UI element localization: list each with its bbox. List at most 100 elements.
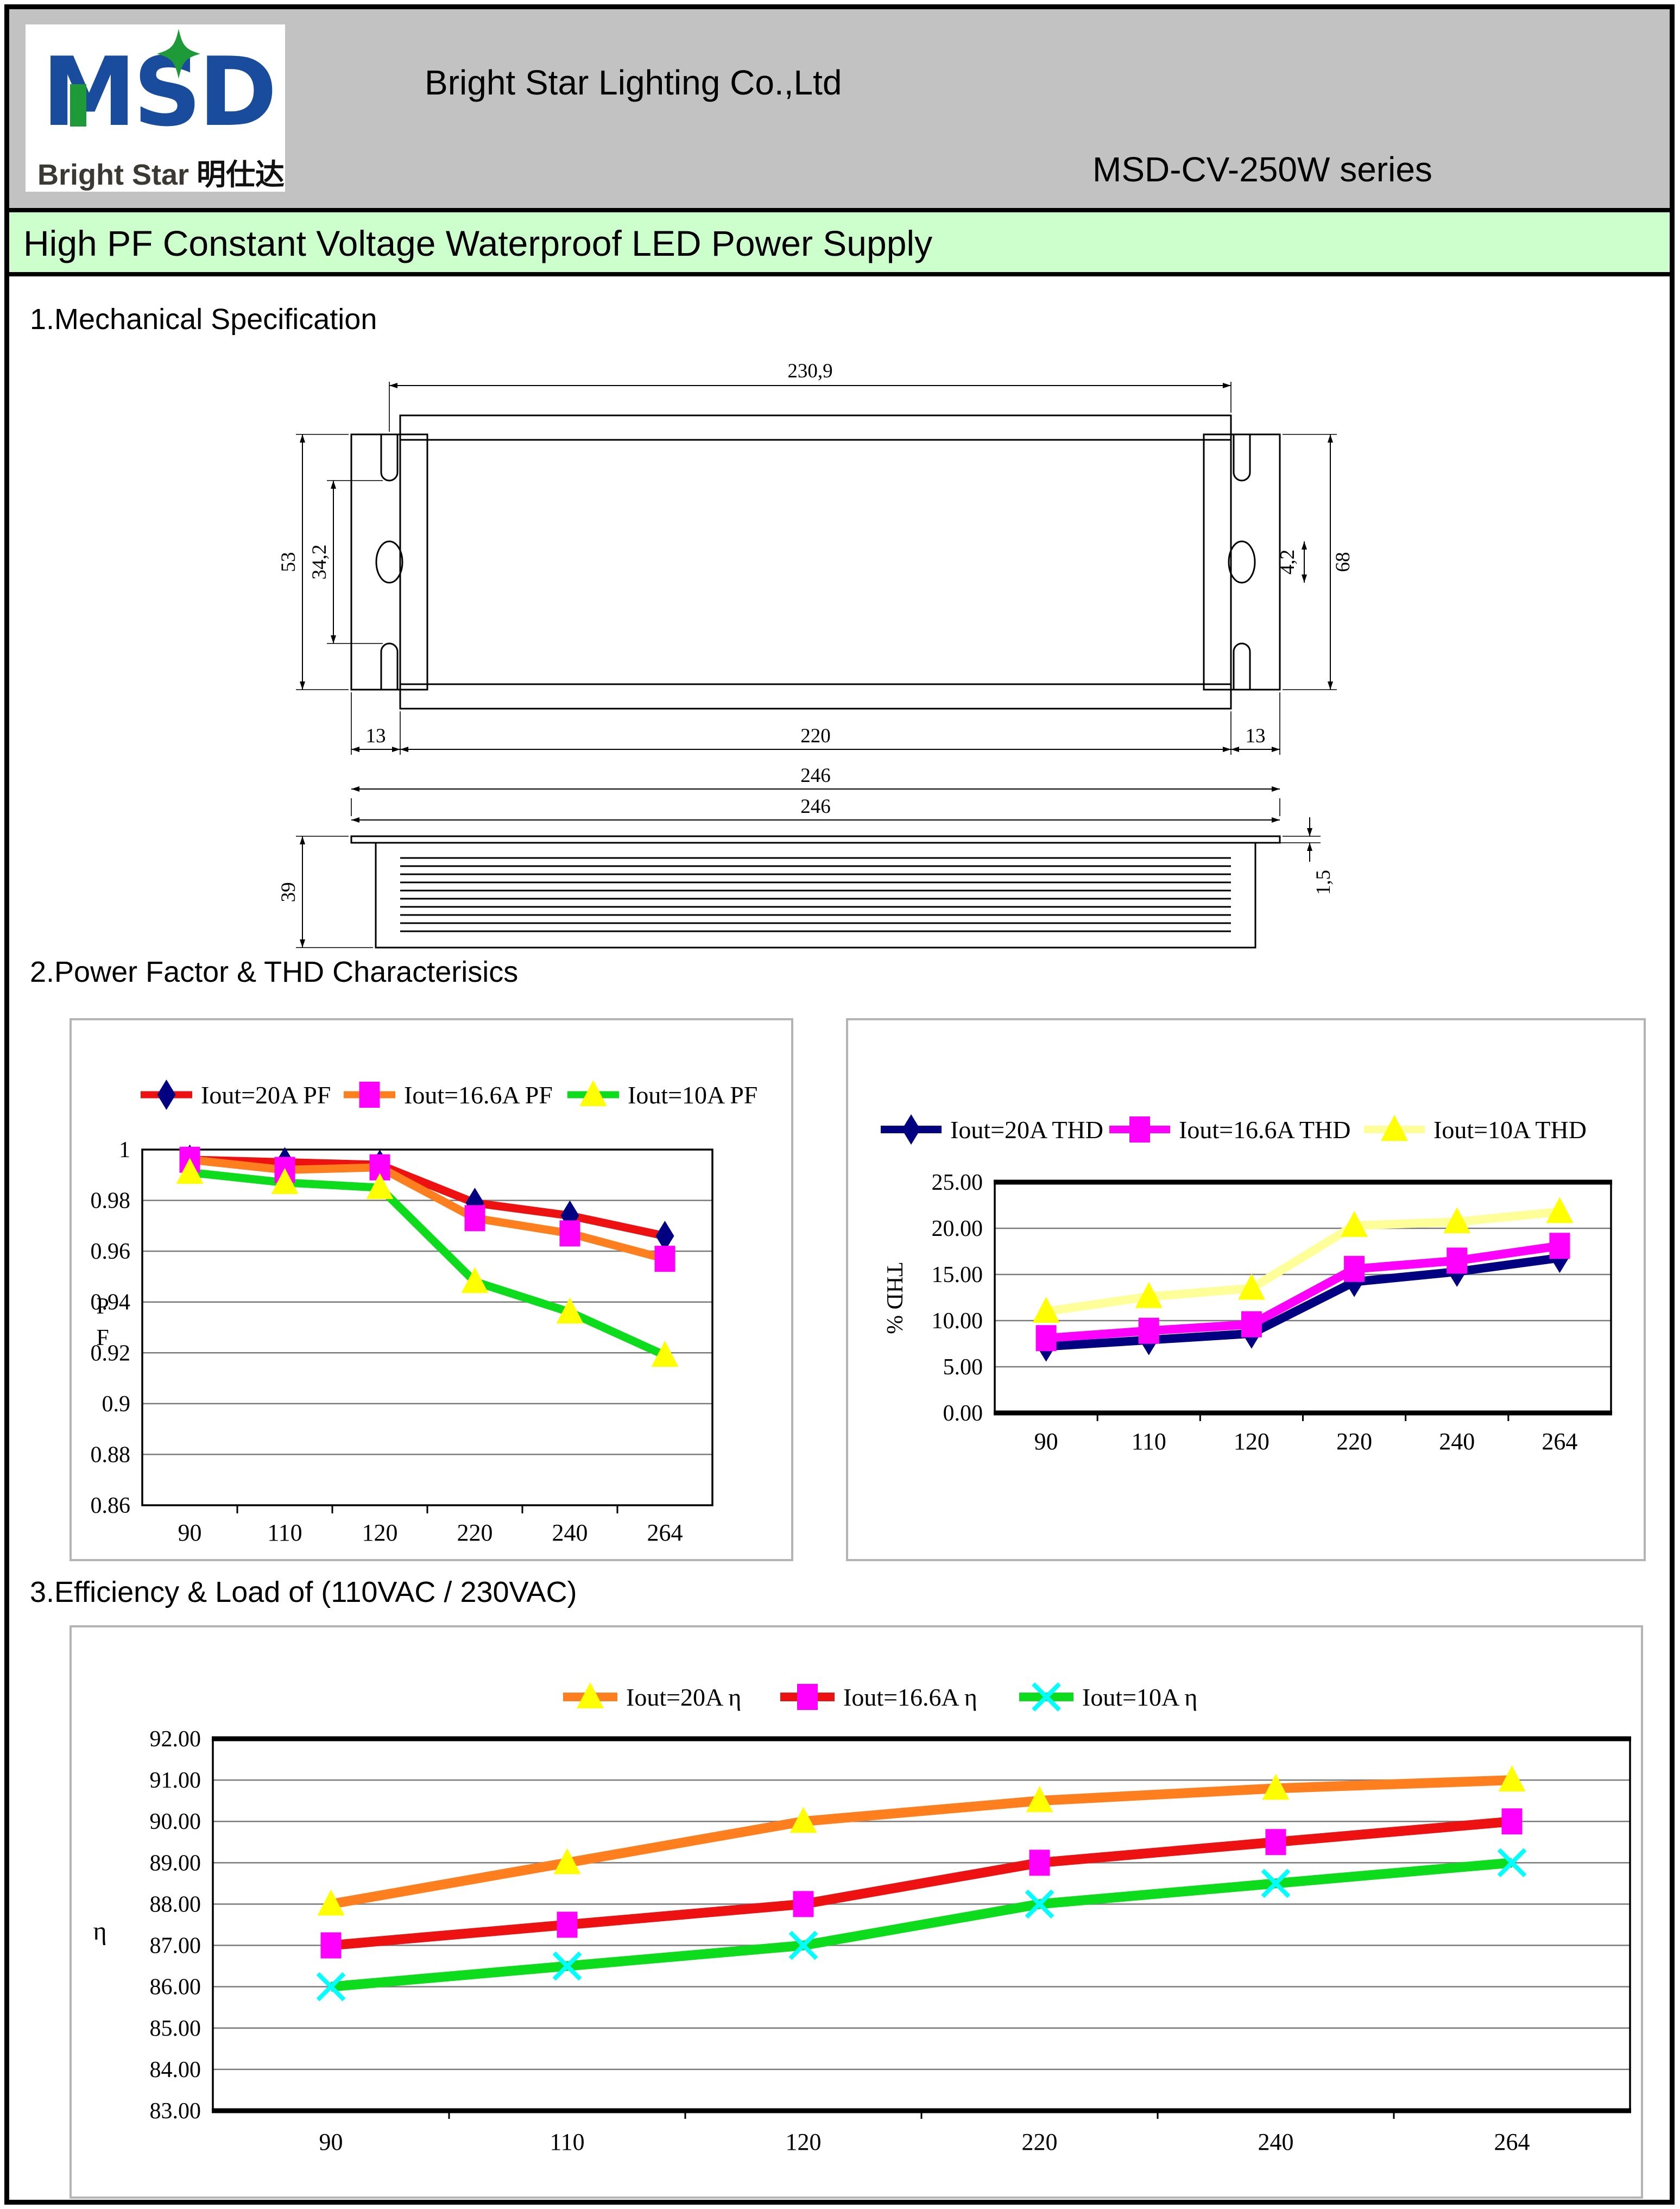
pf-ytick: 0.92 — [91, 1341, 131, 1366]
efficiency-ytick: 92.00 — [150, 1727, 201, 1752]
thd-xtick: 120 — [1234, 1428, 1270, 1455]
datasheet-page: MSD Bright Star 明仕达 Bright Star Lighting … — [4, 4, 1675, 2205]
series-line-Iout=16.6A PF — [189, 1156, 666, 1263]
dim-side-total: 246 — [800, 796, 831, 818]
efficiency-xtick: 264 — [1494, 2129, 1530, 2155]
thd-xtick: 220 — [1336, 1428, 1372, 1455]
series-line-Iout=16.6A η — [330, 1816, 1513, 1951]
dim-top-width: 230,9 — [787, 360, 832, 382]
dim-slot-width: 4,2 — [1277, 550, 1299, 575]
section-2-heading: 2.Power Factor & THD Characterisics — [30, 956, 519, 988]
efficiency-ytick: 84.00 — [150, 2057, 201, 2082]
efficiency-ytick: 91.00 — [150, 1768, 201, 1793]
logo-subtitle-en: Bright Star — [37, 159, 190, 191]
series-line-Iout=16.6A THD — [1046, 1241, 1561, 1343]
right-mounting-bracket — [1203, 433, 1281, 691]
thd-chart-box: 25.00 20.00 15.00 10.00 5.00 0.00 90 110 120 220 2… — [846, 1018, 1646, 1561]
pf-ytick: 0.88 — [91, 1442, 131, 1467]
thd-ytick: 10.00 — [932, 1309, 983, 1334]
dim-total-length: 246 — [800, 765, 831, 787]
series-line-Iout=20A PF — [190, 1156, 666, 1240]
dim-slot-span: 34,2 — [308, 545, 331, 580]
efficiency-chart-svg: 92.00 91.00 90.00 89.00 88.00 87.00 86.00 85.00… — [93, 1682, 1631, 2155]
pf-xtick: 110 — [267, 1519, 302, 1546]
dim-overhang-right: 13 — [1246, 725, 1266, 747]
efficiency-ytick: 87.00 — [150, 1934, 201, 1959]
legend-label-Iout=10A PF: Iout=10A PF — [628, 1081, 757, 1109]
mechanical-drawing: 230,9 53 34,2 68 4,2 — [172, 345, 1421, 954]
top-view: 230,9 53 34,2 68 4,2 — [277, 360, 1354, 792]
thd-ylabel: THD % — [882, 1263, 907, 1334]
legend-label-Iout=10A THD: Iout=10A THD — [1433, 1116, 1587, 1144]
pf-ytick: 0.96 — [91, 1239, 131, 1264]
thd-ytick: 15.00 — [932, 1263, 983, 1287]
left-mounting-bracket — [350, 433, 428, 691]
legend-label-Iout=20A η: Iout=20A η — [626, 1683, 741, 1711]
mechanical-drawing-svg: 230,9 53 34,2 68 4,2 — [277, 360, 1354, 949]
section-3-heading: 3.Efficiency & Load of (110VAC / 230VAC) — [30, 1576, 577, 1608]
logo-subtitle: Bright Star 明仕达 — [37, 150, 285, 193]
company-name: Bright Star Lighting Co.,Ltd — [425, 63, 842, 102]
legend-label-Iout=16.6A THD: Iout=16.6A THD — [1179, 1116, 1350, 1144]
pf-ytick: 0.98 — [91, 1189, 131, 1214]
pf-ytick: 1 — [119, 1138, 130, 1163]
legend-label-Iout=16.6A η: Iout=16.6A η — [843, 1683, 977, 1711]
thd-chart-svg: 25.00 20.00 15.00 10.00 5.00 0.00 90 110 120 220 2… — [881, 1114, 1612, 1455]
thd-ytick: 0.00 — [943, 1401, 983, 1426]
efficiency-ytick: 88.00 — [150, 1892, 201, 1917]
product-title-bar: High PF Constant Voltage Waterproof LED … — [9, 212, 1670, 276]
pf-xtick: 220 — [457, 1519, 493, 1546]
thd-xtick: 90 — [1034, 1428, 1058, 1455]
side-view: 246 39 — [277, 796, 1335, 949]
legend-label-Iout=10A η: Iout=10A η — [1082, 1683, 1197, 1711]
series-line-Iout=10A PF — [189, 1168, 667, 1359]
efficiency-ytick: 83.00 — [150, 2099, 201, 2124]
pf-ytick: 0.94 — [91, 1290, 131, 1315]
efficiency-xtick: 90 — [319, 2129, 343, 2155]
dim-overhang-left: 13 — [366, 725, 386, 747]
pf-ylabel: F — [96, 1326, 109, 1350]
logo-subtitle-cn: 明仕达 — [197, 159, 285, 191]
dim-body-length: 220 — [800, 725, 831, 747]
pf-ylabel: P — [96, 1294, 109, 1319]
efficiency-xtick: 240 — [1258, 2129, 1294, 2155]
pf-chart-svg: 1 0.98 0.96 0.94 0.92 0.9 0.88 0.86 90 110 120 220 2… — [91, 1080, 757, 1546]
section-1-heading: 1.Mechanical Specification — [30, 303, 377, 336]
series-line-Iout=10A THD — [1045, 1207, 1561, 1316]
series-name: MSD-CV-250W series — [1092, 150, 1432, 189]
pf-ytick: 0.86 — [91, 1493, 131, 1518]
pf-ytick: 0.9 — [102, 1392, 131, 1417]
efficiency-ytick: 85.00 — [150, 2016, 201, 2041]
thd-xtick: 264 — [1542, 1428, 1577, 1455]
efficiency-xtick: 110 — [550, 2129, 584, 2155]
thd-ytick: 20.00 — [932, 1216, 983, 1241]
legend-label-Iout=16.6A PF: Iout=16.6A PF — [404, 1081, 553, 1109]
thd-ytick: 25.00 — [932, 1170, 983, 1195]
legend-label-Iout=20A PF: Iout=20A PF — [201, 1081, 331, 1109]
efficiency-ylabel: η — [93, 1917, 106, 1946]
company-logo: MSD Bright Star 明仕达 — [26, 24, 285, 192]
dim-bracket-height: 53 — [277, 552, 300, 572]
msd-logo-mark: MSD — [42, 29, 277, 148]
efficiency-xtick: 120 — [786, 2129, 822, 2155]
efficiency-ytick: 89.00 — [150, 1851, 201, 1876]
series-line-Iout=20A η — [330, 1775, 1512, 1909]
legend-label-Iout=20A THD: Iout=20A THD — [950, 1116, 1103, 1144]
efficiency-ytick: 86.00 — [150, 1975, 201, 2000]
pf-xtick: 240 — [552, 1519, 588, 1546]
logo-star-icon — [157, 29, 200, 79]
thd-xtick: 110 — [1132, 1428, 1166, 1455]
header: MSD Bright Star 明仕达 Bright Star Lighting … — [9, 9, 1670, 212]
heatsink-fins — [400, 857, 1231, 932]
efficiency-chart-box: 92.00 91.00 90.00 89.00 88.00 87.00 86.00 85.00… — [70, 1625, 1643, 2199]
thd-xtick: 240 — [1439, 1428, 1475, 1455]
pf-xtick: 264 — [647, 1519, 683, 1546]
pf-chart-box: 1 0.98 0.96 0.94 0.92 0.9 0.88 0.86 90 110 120 220 2… — [70, 1018, 793, 1561]
pf-xtick: 120 — [362, 1519, 398, 1546]
pf-xtick: 90 — [178, 1519, 202, 1546]
series-line-Iout=10A η — [330, 1858, 1513, 1992]
thd-ytick: 5.00 — [943, 1355, 983, 1380]
efficiency-xtick: 220 — [1022, 2129, 1058, 2155]
logo-green-bar — [70, 84, 86, 127]
series-line-Iout=20A THD — [1046, 1253, 1561, 1351]
